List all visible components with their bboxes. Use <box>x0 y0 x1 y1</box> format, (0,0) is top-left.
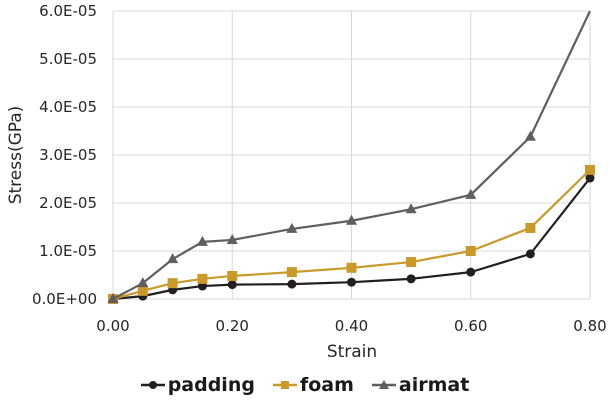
y-tick-label: 0.0E+00 <box>32 290 97 308</box>
square-marker-icon <box>272 381 297 389</box>
x-tick-label: 0.00 <box>96 317 129 335</box>
x-axis-ticks: 0.00 0.20 0.40 0.60 0.80 <box>96 317 606 335</box>
y-tick-label: 5.0E-05 <box>39 50 97 68</box>
x-axis-label: Strain <box>327 342 377 362</box>
line-chart: 0.0E+00 1.0E-05 2.0E-05 3.0E-05 4.0E-05 5.0E-… <box>6 2 607 362</box>
y-axis-ticks: 0.0E+00 1.0E-05 2.0E-05 3.0E-05 4.0E-05 5.0E-… <box>32 2 97 308</box>
legend-item-foam: foam <box>272 374 354 396</box>
y-axis-label: Stress(GPa) <box>6 106 26 205</box>
legend: padding foam airmat <box>0 370 610 400</box>
circle-marker-icon <box>140 381 165 389</box>
y-tick-label: 2.0E-05 <box>39 194 97 212</box>
legend-label: airmat <box>398 374 470 396</box>
x-tick-label: 0.80 <box>573 317 606 335</box>
x-tick-label: 0.60 <box>454 317 487 335</box>
legend-item-padding: padding <box>140 374 255 396</box>
series-airmat <box>107 10 591 303</box>
data-series <box>107 10 595 304</box>
x-tick-label: 0.20 <box>216 317 249 335</box>
legend-item-airmat: airmat <box>371 374 470 396</box>
triangle-marker-icon <box>371 380 396 389</box>
x-tick-label: 0.40 <box>335 317 368 335</box>
y-tick-label: 1.0E-05 <box>39 242 97 260</box>
gridlines <box>112 10 591 300</box>
legend-label: foam <box>299 374 354 396</box>
y-tick-label: 6.0E-05 <box>39 2 97 20</box>
y-tick-label: 4.0E-05 <box>39 98 97 116</box>
legend-label: padding <box>167 374 255 396</box>
y-tick-label: 3.0E-05 <box>39 146 97 164</box>
